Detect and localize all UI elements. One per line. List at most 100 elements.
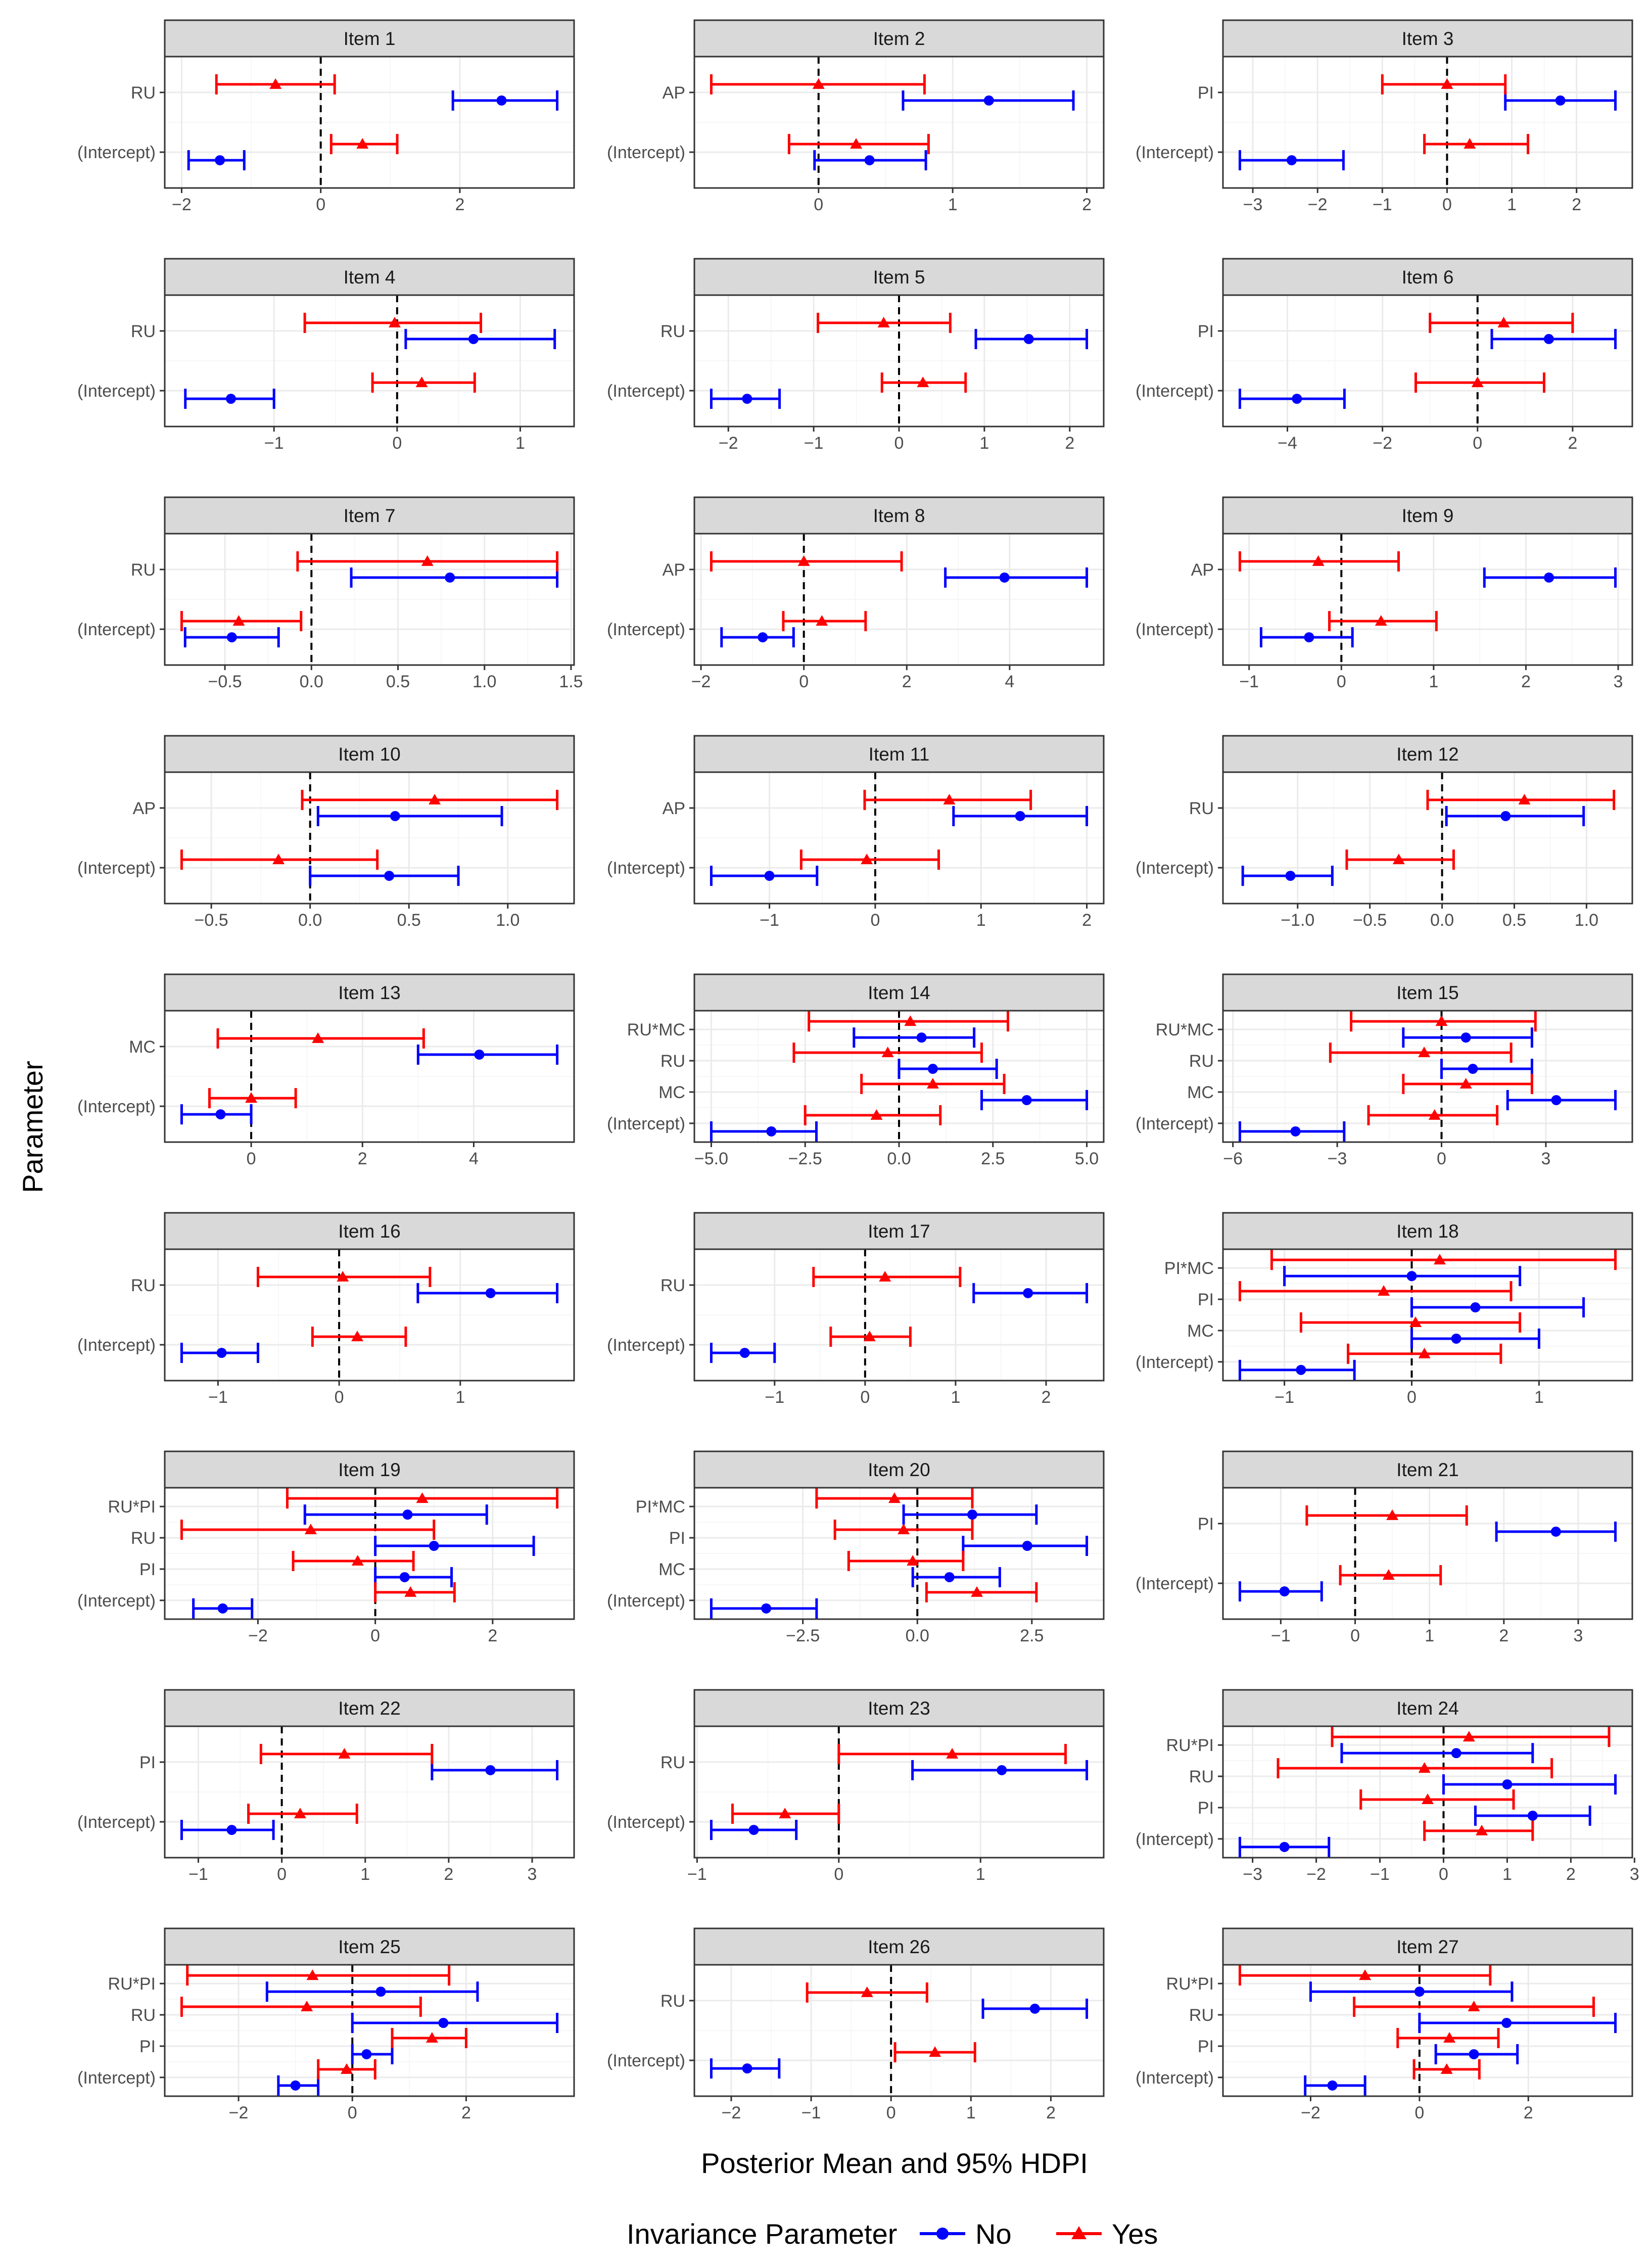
interval-yes-ru-x-pi bbox=[186, 1965, 451, 1986]
legend-key-no bbox=[920, 2228, 965, 2240]
y-tick-label: PI*MC bbox=[636, 1497, 685, 1517]
legend-key-yes bbox=[1056, 2226, 1102, 2239]
y-tick-label: AP bbox=[1191, 560, 1214, 580]
panel-item-11: Item 11 (Intercept) AP −1 0 1 2 bbox=[607, 735, 1105, 930]
x-tick-label: 0 bbox=[370, 1626, 380, 1645]
x-tick-label: 2 bbox=[461, 2103, 471, 2122]
interval-yes-ru-x-pi bbox=[286, 1488, 559, 1509]
y-tick-label: MC bbox=[658, 1083, 685, 1102]
posterior-mean-point bbox=[1433, 1254, 1446, 1265]
posterior-mean-point bbox=[907, 1554, 919, 1566]
posterior-mean-point bbox=[1543, 334, 1554, 344]
facet-strip-title: Item 14 bbox=[868, 982, 930, 1003]
panel-item-18: Item 18 (Intercept) MC PI PI*MC −1 0 1 bbox=[1136, 1212, 1633, 1407]
facet-strip bbox=[1222, 496, 1633, 535]
x-tick-label: 2 bbox=[1521, 672, 1531, 691]
x-tick-label: 0.5 bbox=[397, 911, 421, 930]
interval-yes-intercept bbox=[804, 1105, 942, 1125]
posterior-mean-point bbox=[390, 811, 400, 821]
x-tick-label: −2 bbox=[722, 2103, 741, 2122]
interval-no-intercept bbox=[1238, 389, 1346, 409]
facet-strip bbox=[164, 1927, 575, 1966]
posterior-mean-point bbox=[1459, 1077, 1472, 1089]
posterior-mean-point bbox=[877, 316, 890, 327]
panel-item-21: Item 21 (Intercept) PI −1 0 1 2 3 bbox=[1136, 1450, 1633, 1645]
x-tick-label: 0.0 bbox=[1430, 911, 1454, 930]
panel-item-26: Item 26 (Intercept) RU −2 −1 0 1 2 bbox=[607, 1927, 1105, 2122]
x-tick-label: 0 bbox=[348, 2103, 357, 2122]
panel-item-14: Item 14 (Intercept) MC RU RU*MC −5.0 −2.5 0.0 2.… bbox=[607, 973, 1105, 1168]
interval-yes-mc bbox=[860, 1073, 1006, 1094]
posterior-mean-point bbox=[1022, 1541, 1032, 1551]
interval-yes-pi bbox=[1396, 2027, 1500, 2048]
x-tick-label: 1 bbox=[948, 195, 958, 214]
interval-no-intercept bbox=[710, 1343, 776, 1363]
y-tick-label: MC bbox=[1187, 1083, 1214, 1102]
facet-strip-title: Item 4 bbox=[344, 267, 396, 288]
facet-strip bbox=[1222, 1212, 1633, 1250]
posterior-mean-point bbox=[861, 854, 873, 865]
y-tick-label: RU bbox=[131, 83, 156, 103]
posterior-mean-point bbox=[1029, 2003, 1040, 2014]
y-tick-label: PI bbox=[1198, 2037, 1214, 2056]
interval-yes-intercept bbox=[317, 2059, 376, 2080]
interval-no-intercept bbox=[277, 2075, 320, 2096]
posterior-mean-point bbox=[929, 2046, 941, 2057]
interval-no-intercept bbox=[710, 866, 819, 886]
posterior-mean-point bbox=[351, 1554, 364, 1566]
interval-yes-intercept bbox=[880, 372, 967, 393]
posterior-mean-point bbox=[1414, 1987, 1425, 1997]
legend: Invariance Parameter No Yes bbox=[627, 2218, 1158, 2250]
interval-no-ru bbox=[972, 1283, 1089, 1303]
posterior-mean-point bbox=[739, 1348, 750, 1358]
posterior-mean-point bbox=[766, 1126, 777, 1137]
interval-yes-pi bbox=[1381, 74, 1507, 94]
posterior-mean-point bbox=[404, 1586, 417, 1597]
facet-strip bbox=[164, 1450, 575, 1489]
x-tick-label: −0.5 bbox=[195, 911, 228, 930]
posterior-mean-point bbox=[1468, 2001, 1480, 2012]
x-tick-label: 1 bbox=[1534, 1388, 1544, 1407]
posterior-mean-point bbox=[1015, 811, 1025, 821]
interval-no-ru bbox=[974, 328, 1089, 349]
x-tick-label: −1 bbox=[765, 1388, 784, 1407]
y-tick-label: (Intercept) bbox=[607, 859, 685, 878]
posterior-mean-point bbox=[1285, 871, 1296, 881]
facet-strip-title: Item 27 bbox=[1396, 1936, 1458, 1957]
facet-panels: Item 1 (Intercept) RU −2 0 2 Item 2 (Intercept)… bbox=[77, 19, 1639, 2122]
interval-no-pi-x-mc bbox=[1283, 1266, 1522, 1287]
posterior-mean-point bbox=[812, 78, 825, 89]
interval-yes-ap bbox=[863, 789, 1032, 810]
posterior-mean-point bbox=[294, 1808, 306, 1819]
x-tick-label: 2 bbox=[902, 672, 912, 691]
x-tick-label: 0 bbox=[1442, 195, 1452, 214]
x-tick-label: 1 bbox=[1502, 1865, 1512, 1884]
y-tick-label: (Intercept) bbox=[607, 1114, 685, 1133]
interval-no-intercept bbox=[187, 150, 246, 171]
interval-yes-pi bbox=[833, 1520, 974, 1540]
y-tick-label: (Intercept) bbox=[1136, 1353, 1214, 1372]
posterior-mean-point bbox=[474, 1049, 485, 1060]
posterior-mean-point bbox=[1464, 138, 1476, 149]
facet-strip-title: Item 17 bbox=[868, 1221, 930, 1242]
interval-yes-intercept bbox=[208, 1088, 297, 1109]
interval-yes-mc bbox=[847, 1550, 965, 1571]
posterior-mean-point bbox=[1555, 95, 1566, 106]
posterior-mean-point bbox=[485, 1288, 496, 1298]
facet-strip bbox=[164, 19, 575, 58]
posterior-mean-point bbox=[779, 1808, 791, 1819]
interval-yes-intercept bbox=[1367, 1105, 1499, 1125]
interval-yes-intercept bbox=[925, 1582, 1038, 1602]
y-tick-label: RU bbox=[131, 2006, 156, 2025]
interval-yes-ru bbox=[817, 312, 952, 333]
y-tick-label: RU bbox=[1189, 1052, 1214, 1071]
facet-strip bbox=[1222, 735, 1633, 773]
interval-yes-pi bbox=[1238, 1281, 1513, 1302]
interval-yes-pi bbox=[1429, 312, 1574, 333]
posterior-mean-point bbox=[445, 572, 455, 583]
interval-no-intercept bbox=[1238, 1581, 1323, 1602]
y-tick-label: RU bbox=[131, 560, 156, 580]
facet-strip-title: Item 18 bbox=[1396, 1221, 1458, 1242]
posterior-mean-point bbox=[1023, 1288, 1033, 1298]
posterior-mean-point bbox=[1418, 1762, 1431, 1773]
